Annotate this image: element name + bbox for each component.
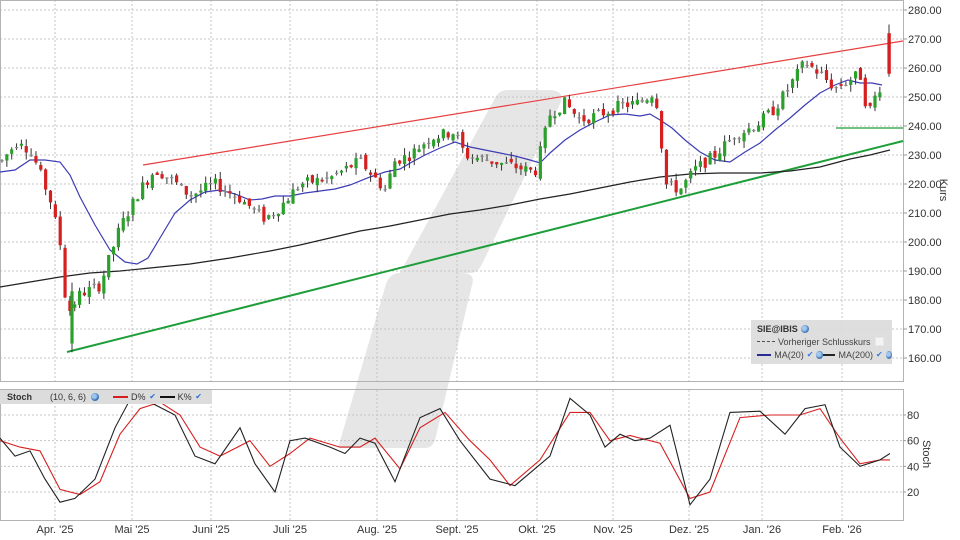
k-checkbox-icon[interactable]: ✔ bbox=[195, 392, 202, 401]
stoch-k-label: K% bbox=[177, 392, 192, 402]
price-tick-label: 180.00 bbox=[908, 295, 942, 307]
month-tick-label: Juni '25 bbox=[192, 524, 230, 536]
price-tick-label: 270.00 bbox=[908, 34, 942, 46]
month-tick-label: Feb. '26 bbox=[822, 524, 861, 536]
symbol-settings-icon[interactable] bbox=[800, 324, 809, 333]
stoch-params: (10, 6, 6) bbox=[50, 392, 87, 402]
month-tick-label: Apr. '25 bbox=[37, 524, 74, 536]
price-tick-label: 260.00 bbox=[908, 63, 942, 75]
price-axis-title: Kurs bbox=[937, 179, 949, 202]
stoch-tick-label: 60 bbox=[907, 436, 919, 448]
d-checkbox-icon[interactable]: ✔ bbox=[149, 392, 156, 401]
stoch-tick-label: 40 bbox=[907, 461, 919, 473]
price-tick-label: 200.00 bbox=[908, 237, 942, 249]
ma200-settings-icon[interactable] bbox=[885, 350, 892, 359]
ma20-settings-icon[interactable] bbox=[816, 350, 823, 359]
ma20-line bbox=[0, 79, 883, 265]
stoch-panel-frame bbox=[0, 389, 904, 521]
main-legend: SIE@IBIS Vorheriger Schlusskurs MA(20) ✔… bbox=[751, 320, 892, 364]
legend-ma20: MA(20) bbox=[774, 349, 804, 360]
stoch-k-line bbox=[0, 397, 891, 507]
legend-symbol: SIE@IBIS bbox=[757, 323, 798, 334]
price-tick-label: 190.00 bbox=[908, 266, 942, 278]
stoch-axis-title: Stoch bbox=[920, 440, 932, 468]
main-panel-frame bbox=[0, 0, 904, 382]
prev-close-swatch-icon bbox=[757, 341, 775, 342]
prev-close-checkbox[interactable] bbox=[874, 337, 884, 346]
stoch-axis-labels: 80 60 40 20 bbox=[903, 410, 919, 499]
k-swatch-icon bbox=[159, 396, 175, 398]
month-tick-label: Jan. '26 bbox=[743, 524, 781, 536]
month-tick-label: Sept. '25 bbox=[435, 524, 478, 536]
stoch-label: Stoch bbox=[7, 392, 33, 402]
month-tick-label: Juli '25 bbox=[273, 524, 307, 536]
price-tick-label: 250.00 bbox=[908, 92, 942, 104]
ma20-checkbox-icon[interactable]: ✔ bbox=[806, 349, 814, 359]
time-axis-labels: Apr. '25 Mai '25 Juni '25 Juli '25 Aug. '25 S… bbox=[37, 524, 862, 536]
month-tick-label: Aug. '25 bbox=[357, 524, 397, 536]
month-tick-label: Dez. '25 bbox=[669, 524, 709, 536]
price-tick-label: 230.00 bbox=[908, 150, 942, 162]
price-tick-label: 170.00 bbox=[908, 324, 942, 336]
price-axis-labels: 280.00 270.00 260.00 250.00 240.00 230.00 220.… bbox=[903, 5, 942, 365]
stoch-tick-label: 20 bbox=[907, 487, 919, 499]
resistance-trendline bbox=[142, 40, 904, 166]
ma200-line bbox=[0, 149, 891, 288]
price-tick-label: 210.00 bbox=[908, 208, 942, 220]
month-tick-label: Mai '25 bbox=[114, 524, 149, 536]
ma20-swatch-icon bbox=[757, 353, 772, 356]
price-tick-label: 240.00 bbox=[908, 121, 942, 133]
stoch-tick-label: 80 bbox=[907, 410, 919, 422]
d-swatch-icon bbox=[113, 396, 129, 398]
price-tick-label: 280.00 bbox=[908, 5, 942, 17]
stoch-settings-icon[interactable] bbox=[91, 393, 100, 401]
legend-prev-close: Vorheriger Schlusskurs bbox=[778, 336, 871, 347]
month-tick-label: Okt. '25 bbox=[518, 524, 556, 536]
ma200-swatch-icon bbox=[822, 353, 836, 356]
price-tick-label: 160.00 bbox=[908, 353, 942, 365]
support-trendline bbox=[66, 140, 904, 353]
stoch-d-label: D% bbox=[131, 392, 146, 402]
stoch-grid bbox=[0, 390, 903, 520]
price-tick-label: 220.00 bbox=[908, 179, 942, 191]
month-tick-label: Nov. '25 bbox=[593, 524, 632, 536]
ma200-checkbox-icon[interactable]: ✔ bbox=[875, 349, 883, 359]
watermark-logo bbox=[338, 90, 562, 448]
stoch-d-line bbox=[0, 401, 890, 500]
stoch-legend: Stoch (10, 6, 6) D% ✔ K% ✔ bbox=[0, 390, 212, 404]
legend-ma200: MA(200) bbox=[838, 349, 873, 360]
candlesticks bbox=[0, 24, 891, 353]
